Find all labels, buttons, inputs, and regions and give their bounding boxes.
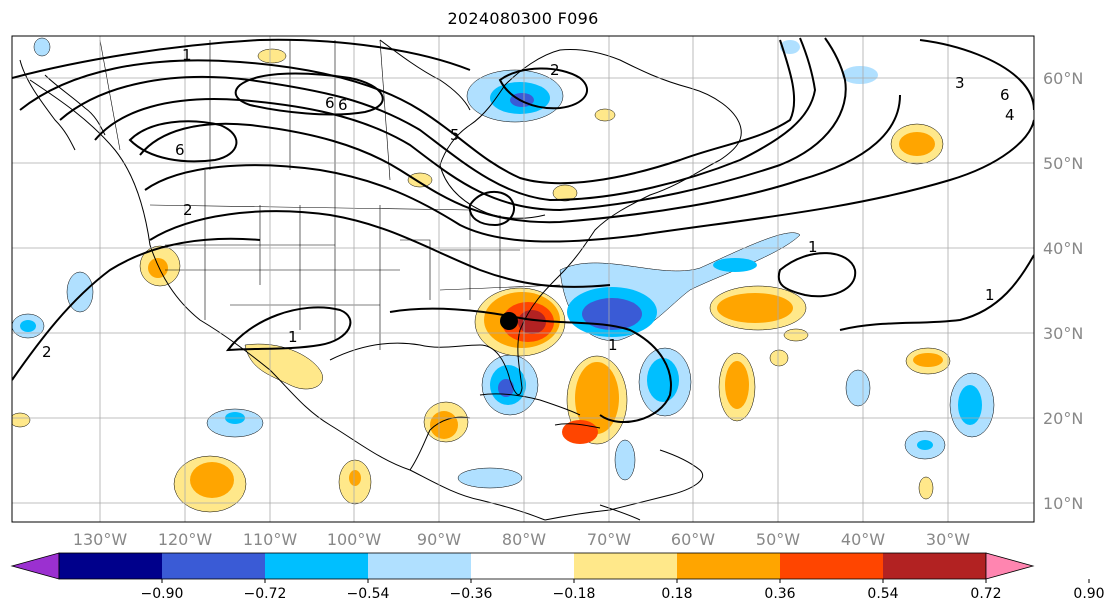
lon-label: 110°W bbox=[243, 530, 298, 549]
colorbar-tick-label: 0.90 bbox=[1073, 586, 1104, 602]
colorbar-tick-label: −0.18 bbox=[553, 586, 596, 602]
colorbar: −0.90 −0.72 −0.54 −0.36 −0.18 0.18 0.36 0.54 0.7… bbox=[10, 552, 1105, 602]
map-title: 2024080300 F096 bbox=[447, 9, 599, 28]
colorbar-cell bbox=[471, 553, 575, 579]
contour-label: 6 bbox=[325, 94, 335, 112]
lat-label: 10°N bbox=[1043, 494, 1083, 513]
colorbar-cell bbox=[677, 553, 781, 579]
height-contours bbox=[12, 37, 1034, 424]
contour-label: 5 bbox=[450, 126, 460, 144]
colorbar-tick-label: 0.54 bbox=[867, 586, 898, 602]
colorbar-cell bbox=[368, 553, 472, 579]
contour-label: 6 bbox=[175, 141, 185, 159]
contour-label: 1 bbox=[288, 328, 298, 346]
storm-center-marker bbox=[500, 312, 518, 330]
contour-label: 1 bbox=[182, 46, 192, 64]
lon-label: 100°W bbox=[327, 530, 382, 549]
lon-label: 50°W bbox=[756, 530, 800, 549]
contour-labels: 1 6 6 6 5 2 1 2 1 1 1 2 3 4 6 bbox=[42, 46, 1015, 361]
lat-label: 30°N bbox=[1043, 324, 1083, 343]
contour-label: 2 bbox=[550, 61, 560, 79]
lat-label: 60°N bbox=[1043, 69, 1083, 88]
anomaly-shading bbox=[12, 37, 995, 513]
lon-label: 30°W bbox=[926, 530, 970, 549]
lon-label: 60°W bbox=[671, 530, 715, 549]
lon-label: 90°W bbox=[417, 530, 461, 549]
contour-label: 4 bbox=[1005, 106, 1015, 124]
contour-label: 1 bbox=[808, 238, 818, 256]
colorbar-cell bbox=[162, 553, 266, 579]
colorbar-tick-label: 0.36 bbox=[764, 586, 795, 602]
lat-label: 40°N bbox=[1043, 239, 1083, 258]
graticule bbox=[12, 36, 1034, 522]
colorbar-cell bbox=[265, 553, 369, 579]
colorbar-cell bbox=[574, 553, 678, 579]
map-frame bbox=[11, 35, 1035, 523]
colorbar-cell bbox=[780, 553, 884, 579]
colorbar-tick-label: −0.36 bbox=[450, 586, 493, 602]
contour-label: 2 bbox=[183, 201, 193, 219]
colorbar-tick-label: −0.90 bbox=[141, 586, 184, 602]
colorbar-cell bbox=[883, 553, 987, 579]
colorbar-extend-low bbox=[10, 552, 60, 580]
contour-label: 1 bbox=[608, 336, 618, 354]
lat-label: 50°N bbox=[1043, 154, 1083, 173]
colorbar-tick-label: −0.72 bbox=[244, 586, 287, 602]
lon-label: 80°W bbox=[502, 530, 546, 549]
colorbar-extend-high bbox=[985, 552, 1035, 580]
lon-label: 40°W bbox=[841, 530, 885, 549]
contour-label: 6 bbox=[338, 96, 348, 114]
colorbar-cell bbox=[59, 553, 163, 579]
lon-label: 120°W bbox=[158, 530, 213, 549]
latitude-axis: 60°N 50°N 40°N 30°N 20°N 10°N bbox=[1043, 69, 1083, 513]
contour-label: 6 bbox=[1000, 86, 1010, 104]
colorbar-tick-label: −0.54 bbox=[347, 586, 390, 602]
contour-label: 1 bbox=[985, 286, 995, 304]
colorbar-tick-label: 0.18 bbox=[661, 586, 692, 602]
longitude-axis: 130°W 120°W 110°W 100°W 90°W 80°W 70°W 6… bbox=[73, 530, 970, 549]
coastlines bbox=[19, 39, 742, 521]
lon-label: 130°W bbox=[73, 530, 128, 549]
lat-label: 20°N bbox=[1043, 409, 1083, 428]
contour-label: 3 bbox=[955, 74, 965, 92]
lon-label: 70°W bbox=[587, 530, 631, 549]
colorbar-tick-label: 0.72 bbox=[970, 586, 1001, 602]
contour-label: 2 bbox=[42, 343, 52, 361]
